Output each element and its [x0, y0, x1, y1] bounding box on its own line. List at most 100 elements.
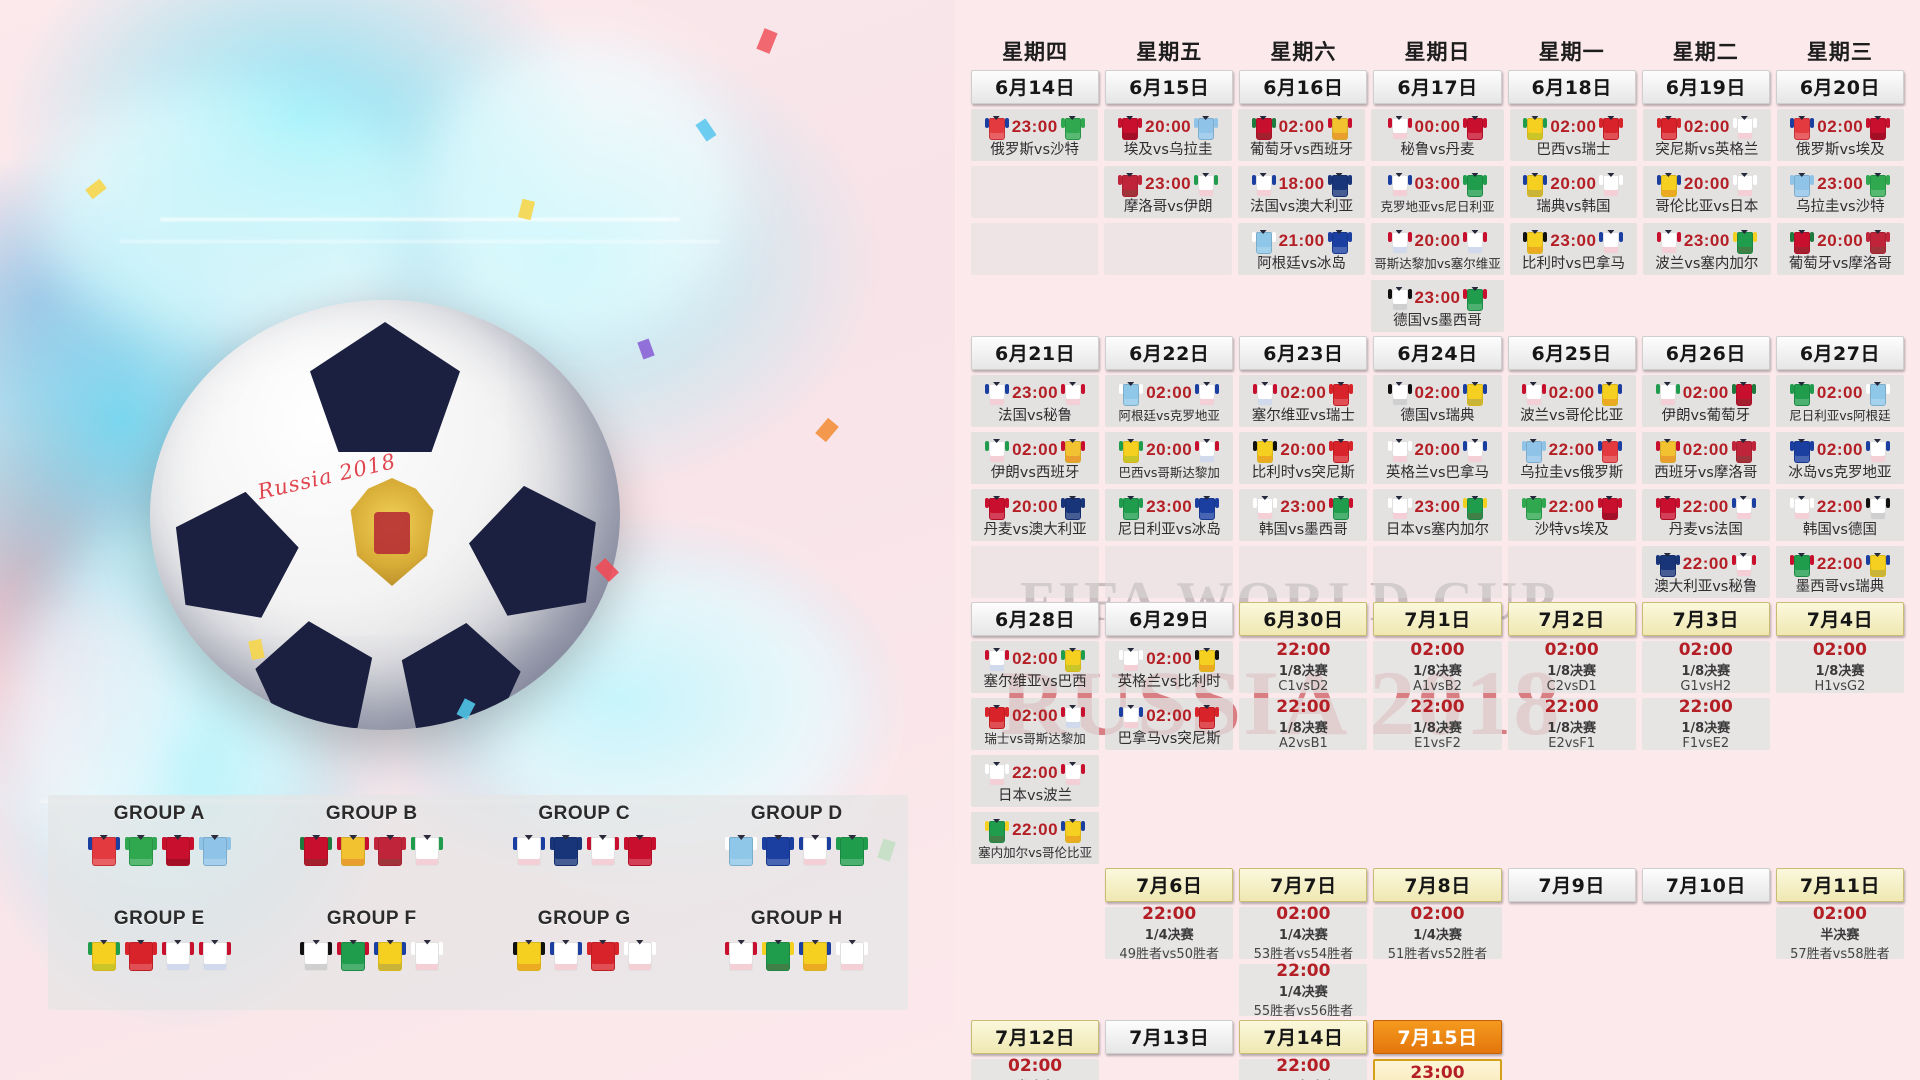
date-cell-7月11日[interactable]: 7月11日	[1775, 868, 1904, 902]
date-cell-6月28日[interactable]: 6月28日	[971, 602, 1100, 636]
knockout-match-card[interactable]: 02:00 1/4决赛 53胜者vs54胜者	[1239, 904, 1368, 962]
match-card[interactable]: 20:00 比利时vs突尼斯	[1239, 432, 1368, 484]
match-card[interactable]: 20:00 瑞典vs韩国	[1509, 166, 1638, 218]
match-card[interactable]: 20:00 埃及vs乌拉圭	[1104, 109, 1232, 161]
knockout-match-card[interactable]: 02:00 1/8决赛 C2vsD1	[1507, 640, 1636, 694]
date-cell-6月29日[interactable]: 6月29日	[1105, 602, 1234, 636]
match-card[interactable]: 02:00 伊朗vs西班牙	[971, 432, 1100, 484]
group-group-h[interactable]: GROUP H	[692, 904, 903, 1007]
match-card[interactable]: 23:00 俄罗斯vs沙特	[971, 109, 1099, 161]
match-card[interactable]: 22:00 塞内加尔vs哥伦比亚	[971, 812, 1100, 864]
date-cell-6月27日[interactable]: 6月27日	[1775, 336, 1904, 370]
match-card[interactable]: 20:00 丹麦vs澳大利亚	[971, 489, 1100, 541]
match-card[interactable]: 23:00 德国vs墨西哥	[1371, 280, 1504, 332]
date-cell-7月14日[interactable]: 7月14日	[1239, 1020, 1368, 1054]
match-card[interactable]: 20:00 哥伦比亚vs日本	[1643, 166, 1771, 218]
match-card[interactable]: 23:00 韩国vs墨西哥	[1239, 489, 1368, 541]
date-cell-7月4日[interactable]: 7月4日	[1775, 602, 1904, 636]
date-cell-7月8日[interactable]: 7月8日	[1373, 868, 1502, 902]
knockout-match-card[interactable]: 02:00半决赛59胜者vs60胜者	[971, 1056, 1100, 1080]
knockout-match-card[interactable]: 22:00 1/8决赛 C1vsD2	[1239, 640, 1368, 694]
date-cell-6月25日[interactable]: 6月25日	[1507, 336, 1636, 370]
date-cell-6月20日[interactable]: 6月20日	[1775, 70, 1904, 104]
date-cell-6月14日[interactable]: 6月14日	[971, 70, 1100, 104]
match-card[interactable]: 02:00 葡萄牙vs西班牙	[1237, 109, 1366, 161]
match-card[interactable]: 22:00 沙特vs埃及	[1507, 489, 1636, 541]
match-card[interactable]: 22:00 丹麦vs法国	[1641, 489, 1770, 541]
match-card[interactable]: 02:00 俄罗斯vs埃及	[1776, 109, 1904, 161]
date-cell-7月10日[interactable]: 7月10日	[1641, 868, 1770, 902]
date-cell-6月23日[interactable]: 6月23日	[1239, 336, 1368, 370]
knockout-match-card[interactable]: 02:00 1/8决赛 G1vsH2	[1641, 640, 1770, 694]
knockout-match-card[interactable]: 02:00 半决赛 57胜者vs58胜者	[1775, 904, 1904, 962]
date-cell-6月15日[interactable]: 6月15日	[1105, 70, 1234, 104]
match-card[interactable]: 22:00 乌拉圭vs俄罗斯	[1507, 432, 1636, 484]
match-card[interactable]: 21:00 阿根廷vs冰岛	[1237, 223, 1366, 275]
match-card[interactable]: 02:00 德国vs瑞典	[1373, 375, 1502, 427]
group-group-c[interactable]: GROUP C	[479, 799, 690, 902]
match-card[interactable]: 02:00 突尼斯vs英格兰	[1643, 109, 1771, 161]
date-cell-6月16日[interactable]: 6月16日	[1239, 70, 1368, 104]
final-match-card[interactable]: 23:00决 赛	[1373, 1059, 1502, 1080]
match-card[interactable]: 18:00 法国vs澳大利亚	[1237, 166, 1366, 218]
match-card[interactable]: 03:00 克罗地亚vs尼日利亚	[1371, 166, 1504, 218]
match-card[interactable]: 02:00 伊朗vs葡萄牙	[1641, 375, 1770, 427]
knockout-match-card[interactable]: 22:00三四名决赛61负者vs62负者	[1239, 1056, 1368, 1080]
knockout-match-card[interactable]: 02:00 1/8决赛 A1vsB2	[1373, 640, 1502, 694]
match-card[interactable]: 23:00 波兰vs塞内加尔	[1643, 223, 1771, 275]
match-card[interactable]: 20:00 葡萄牙vs摩洛哥	[1776, 223, 1904, 275]
knockout-match-card[interactable]: 22:00 1/8决赛 A2vsB1	[1239, 697, 1368, 751]
date-cell-7月7日[interactable]: 7月7日	[1239, 868, 1368, 902]
match-card[interactable]: 20:00 哥斯达黎加vs塞尔维亚	[1371, 223, 1504, 275]
match-card[interactable]: 02:00 尼日利亚vs阿根廷	[1775, 375, 1904, 427]
match-card[interactable]: 20:00 巴西vs哥斯达黎加	[1105, 432, 1234, 484]
date-cell-6月26日[interactable]: 6月26日	[1641, 336, 1770, 370]
knockout-match-card[interactable]: 22:00 1/8决赛 E2vsF1	[1507, 697, 1636, 751]
match-card[interactable]: 02:00 冰岛vs克罗地亚	[1775, 432, 1904, 484]
knockout-match-card[interactable]: 02:00 1/8决赛 H1vsG2	[1775, 640, 1904, 694]
date-cell-7月12日[interactable]: 7月12日	[971, 1020, 1100, 1054]
match-card[interactable]: 22:00 韩国vs德国	[1775, 489, 1904, 541]
knockout-match-card[interactable]: 22:00 1/8决赛 F1vsE2	[1641, 697, 1770, 751]
knockout-match-card[interactable]: 22:00 1/4决赛 55胜者vs56胜者	[1239, 961, 1368, 1019]
date-cell-7月6日[interactable]: 7月6日	[1105, 868, 1234, 902]
match-card[interactable]: 23:00 摩洛哥vs伊朗	[1104, 166, 1232, 218]
date-cell-6月24日[interactable]: 6月24日	[1373, 336, 1502, 370]
date-cell-7月9日[interactable]: 7月9日	[1507, 868, 1636, 902]
date-cell-7月15日[interactable]: 7月15日	[1373, 1020, 1502, 1054]
date-cell-6月17日[interactable]: 6月17日	[1373, 70, 1502, 104]
group-group-e[interactable]: GROUP E	[54, 904, 265, 1007]
knockout-match-card[interactable]: 02:00 1/4决赛 51胜者vs52胜者	[1373, 904, 1502, 962]
date-cell-6月21日[interactable]: 6月21日	[971, 336, 1100, 370]
match-card[interactable]: 22:00 澳大利亚vs秘鲁	[1641, 546, 1770, 598]
date-cell-7月13日[interactable]: 7月13日	[1105, 1020, 1234, 1054]
match-card[interactable]: 23:00 尼日利亚vs冰岛	[1105, 489, 1234, 541]
date-cell-6月22日[interactable]: 6月22日	[1105, 336, 1234, 370]
match-card[interactable]: 23:00 法国vs秘鲁	[971, 375, 1100, 427]
match-card[interactable]: 02:00 塞尔维亚vs巴西	[971, 641, 1100, 693]
group-group-d[interactable]: GROUP D	[692, 799, 903, 902]
match-card[interactable]: 02:00 巴西vs瑞士	[1509, 109, 1638, 161]
match-card[interactable]: 20:00 英格兰vs巴拿马	[1373, 432, 1502, 484]
group-group-f[interactable]: GROUP F	[267, 904, 478, 1007]
match-card[interactable]: 22:00 墨西哥vs瑞典	[1775, 546, 1904, 598]
match-card[interactable]: 02:00 波兰vs哥伦比亚	[1507, 375, 1636, 427]
date-cell-6月19日[interactable]: 6月19日	[1641, 70, 1770, 104]
date-cell-7月1日[interactable]: 7月1日	[1373, 602, 1502, 636]
match-card[interactable]: 23:00 乌拉圭vs沙特	[1776, 166, 1904, 218]
match-card[interactable]: 02:00 瑞士vs哥斯达黎加	[971, 698, 1100, 750]
date-cell-7月3日[interactable]: 7月3日	[1641, 602, 1770, 636]
date-cell-7月2日[interactable]: 7月2日	[1507, 602, 1636, 636]
match-card[interactable]: 23:00 比利时vs巴拿马	[1509, 223, 1638, 275]
group-group-b[interactable]: GROUP B	[267, 799, 478, 902]
knockout-match-card[interactable]: 22:00 1/8决赛 E1vsF2	[1373, 697, 1502, 751]
match-card[interactable]: 02:00 阿根廷vs克罗地亚	[1105, 375, 1234, 427]
match-card[interactable]: 02:00 英格兰vs比利时	[1105, 641, 1234, 693]
match-card[interactable]: 02:00 巴拿马vs突尼斯	[1105, 698, 1234, 750]
date-cell-6月18日[interactable]: 6月18日	[1507, 70, 1636, 104]
match-card[interactable]: 22:00 日本vs波兰	[971, 755, 1100, 807]
match-card[interactable]: 02:00 西班牙vs摩洛哥	[1641, 432, 1770, 484]
match-card[interactable]: 02:00 塞尔维亚vs瑞士	[1239, 375, 1368, 427]
match-card[interactable]: 00:00 秘鲁vs丹麦	[1371, 109, 1504, 161]
knockout-match-card[interactable]: 22:00 1/4决赛 49胜者vs50胜者	[1105, 904, 1234, 962]
